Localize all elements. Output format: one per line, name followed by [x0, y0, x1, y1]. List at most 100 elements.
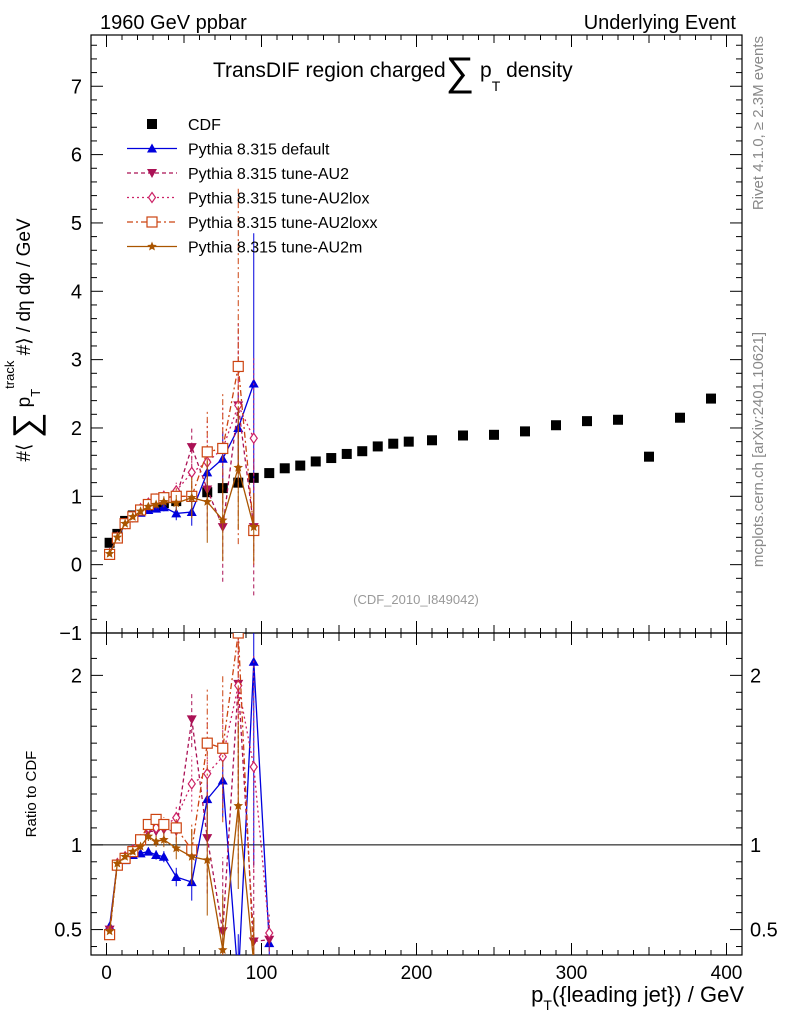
pythia-8-315-tune-au2m-ratio-point: [171, 843, 181, 853]
header-right: Underlying Event: [584, 12, 737, 34]
ratio-y-tick-label-right: 2: [750, 665, 761, 687]
y-tick-label: −1: [59, 623, 82, 645]
cdf-data-point: [104, 537, 115, 548]
pythia-8-315-tune-au2m-ratio-point: [233, 800, 243, 810]
pythia-8-315-tune-au2m-ratio-point: [151, 836, 161, 846]
pythia-8-315-tune-au2m-point: [120, 518, 130, 528]
cdf-data-point: [341, 448, 352, 459]
cdf-data-point: [613, 414, 623, 425]
pythia-8-315-tune-au2m-point: [159, 496, 169, 506]
legend-label-pythia-8-315-tune-au2: Pythia 8.315 tune-AU2: [188, 166, 349, 183]
cdf-data-point: [675, 412, 685, 423]
y-tick-label: 5: [71, 213, 82, 235]
pythia-8-315-tune-au2m-ratio-point: [143, 831, 154, 841]
pythia-8-315-tune-au2m-point: [171, 498, 181, 508]
y-tick-label: 2: [71, 418, 82, 440]
pythia-8-315-tune-au2m-point: [187, 492, 197, 502]
ratio-y-tick-label: 0.5: [54, 920, 82, 942]
pythia-8-315-tune-au2m-ratio-point: [120, 851, 130, 861]
pythia-8-315-default-ratio-line: [108, 661, 270, 955]
pythia-8-315-tune-au2m-point: [249, 522, 259, 532]
pythia-8-315-tune-au2lox-ratio-point: [249, 760, 258, 773]
pythia-8-315-tune-au2loxx-ratio-line: [108, 633, 255, 955]
pythia-8-315-tune-au2m-point: [104, 548, 115, 558]
legend: CDF Pythia 8.315 default Pythia 8.315 tune…: [127, 117, 377, 257]
pythia-8-315-default-point: [171, 508, 182, 518]
legend-marker-pythia-8-315-tune-au2m: [147, 241, 157, 251]
rivet-label: Rivet 4.1.0, ≥ 2.3M events: [750, 36, 767, 210]
pythia-8-315-tune-au2m-point: [143, 501, 154, 511]
legend-label-pythia-8-315-tune-au2m: Pythia 8.315 tune-AU2m: [188, 240, 362, 257]
legend-marker-pythia-8-315-default: [147, 143, 157, 153]
cdf-data-point: [326, 453, 337, 464]
x-tick-label: 300: [556, 963, 588, 984]
cdf-data-point: [295, 460, 306, 471]
y-tick-label: 6: [71, 145, 82, 167]
x-axis-label: pT({leading jet}) / GeV: [531, 982, 744, 1013]
y-axis-label: #⟨ ∑ pTtrack #⟩ / dη dφ / GeV: [2, 218, 46, 461]
cdf-data-point: [458, 430, 468, 441]
pythia-8-315-tune-au2m-point: [202, 496, 212, 506]
pythia-8-315-tune-au2m-ratio-point: [104, 926, 115, 936]
pythia-8-315-default-ratio-point: [158, 851, 169, 861]
ratio-y-tick-label-right: 1: [750, 835, 761, 857]
cdf-data-point: [582, 416, 592, 427]
x-tick-label: 100: [246, 963, 278, 984]
cdf-data-point: [644, 451, 654, 462]
cdf-data-point: [310, 456, 321, 467]
pythia-8-315-tune-au2lox-ratio-point: [265, 926, 274, 940]
pythia-8-315-tune-au2m-point: [128, 511, 138, 521]
pythia-8-315-tune-au2loxx-point: [217, 442, 229, 455]
cdf-data-point: [279, 463, 290, 474]
cdf-data-point: [357, 446, 368, 457]
pythia-8-315-tune-au2loxx-point: [201, 446, 213, 458]
header-left: 1960 GeV ppbar: [100, 12, 247, 34]
ratio-plot-series: [103, 633, 275, 955]
legend-label-pythia-8-315-default: Pythia 8.315 default: [188, 142, 330, 159]
pythia-8-315-tune-au2m-ratio-point: [112, 858, 123, 868]
cdf-data-point: [403, 436, 414, 447]
cdf-data-point: [388, 438, 399, 449]
chart-title: TransDIF region charged∑ pT density: [213, 50, 573, 94]
y-tick-label: 7: [71, 76, 82, 98]
x-tick-label: 400: [711, 963, 743, 984]
legend-marker-pythia-8-315-tune-au2lox: [147, 191, 157, 204]
cdf-data-point: [551, 420, 561, 431]
pythia-8-315-tune-au2-ratio-point: [186, 715, 197, 725]
pythia-8-315-tune-au2loxx-ratio-point: [170, 822, 182, 834]
pythia-8-315-tune-au2loxx-ratio-point: [232, 633, 244, 639]
pythia-8-315-default-ratio-point: [151, 850, 162, 860]
pythia-8-315-default-ratio-point: [171, 872, 182, 882]
pythia-8-315-tune-au2m-ratio-point: [159, 834, 169, 844]
pythia-8-315-default-line: [109, 383, 255, 554]
pythia-8-315-tune-au2-point: [186, 443, 197, 453]
pythia-8-315-tune-au2m-ratio-point: [218, 944, 228, 954]
y-tick-label: 0: [71, 555, 82, 577]
y-tick-label: 1: [71, 486, 82, 508]
pythia-8-315-tune-au2lox-ratio-point: [187, 777, 196, 790]
x-tick-label: 0: [101, 963, 112, 984]
legend-marker-pythia-8-315-tune-au2: [147, 169, 157, 178]
y-tick-label: 4: [71, 281, 82, 303]
pythia-8-315-tune-au2m-ratio-point: [135, 841, 146, 851]
pythia-8-315-tune-au2loxx-ratio-point: [158, 818, 170, 831]
ratio-y-tick-label-right: 0.5: [750, 920, 778, 942]
main-plot-series: [103, 188, 716, 596]
ratio-y-axis-label: Ratio to CDF: [23, 751, 40, 838]
y-tick-label: 3: [71, 350, 82, 372]
pythia-8-315-tune-au2m-ratio-point: [128, 846, 138, 856]
x-tick-label: 200: [401, 963, 433, 984]
cdf-data-point: [489, 429, 499, 440]
legend-label-pythia-8-315-tune-au2loxx: Pythia 8.315 tune-AU2loxx: [188, 215, 377, 232]
legend-label-cdf: CDF: [188, 117, 221, 134]
pythia-8-315-tune-au2loxx-line: [109, 366, 255, 555]
pythia-8-315-tune-au2m-ratio-point: [187, 851, 197, 861]
pythia-8-315-tune-au2m-point: [112, 532, 123, 542]
pythia-8-315-tune-au2lox-point: [249, 432, 258, 445]
ratio-plot-frame: [90, 632, 743, 956]
pythia-8-315-tune-au2m-point: [151, 499, 161, 509]
pythia-8-315-tune-au2m-point: [218, 515, 228, 525]
pythia-8-315-tune-au2-line: [109, 405, 255, 554]
pythia-8-315-tune-au2lox-line: [109, 403, 255, 554]
